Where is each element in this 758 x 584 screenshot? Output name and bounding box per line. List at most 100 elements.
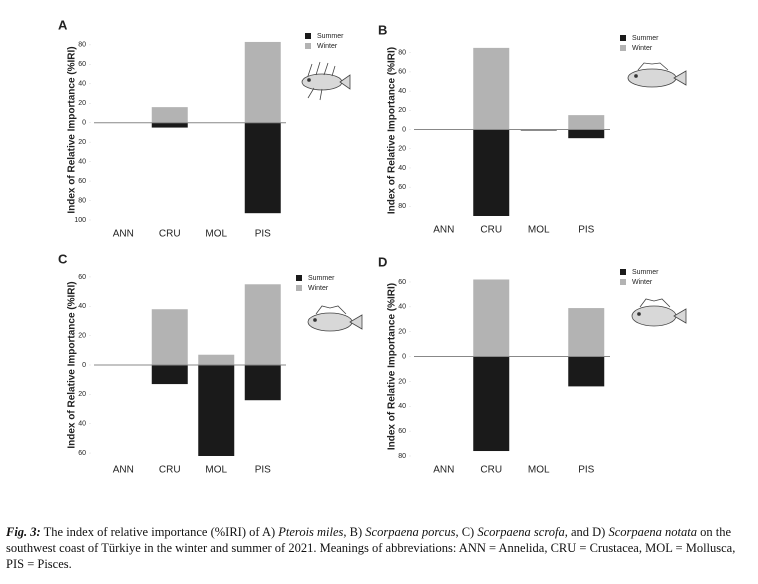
- y-tick-label: 60: [78, 61, 86, 68]
- bar: [473, 47, 510, 130]
- x-tick-label: MOL: [205, 229, 227, 240]
- y-tick-label: 80: [398, 453, 406, 460]
- panel-label: A: [58, 17, 68, 32]
- caption-text: , B): [343, 525, 366, 539]
- x-tick-label: MOL: [205, 465, 227, 476]
- y-tick-label: 60: [398, 428, 406, 435]
- y-axis-label: Index of Relative Importance (%IRI): [387, 283, 398, 450]
- y-tick-label: 40: [78, 158, 86, 165]
- caption-text: Scorpaena porcus: [365, 525, 456, 539]
- y-tick-label: 100: [74, 217, 86, 224]
- x-tick-label: ANN: [433, 225, 454, 236]
- caption-text: Pterois miles: [278, 525, 344, 539]
- legend-swatch: [620, 45, 626, 51]
- bar: [198, 365, 235, 456]
- y-tick-label: 60: [78, 274, 86, 281]
- y-tick-label: 40: [398, 304, 406, 311]
- bar: [473, 129, 510, 216]
- legend-swatch: [620, 269, 626, 275]
- caption-text: The index of relative importance (%IRI) …: [40, 525, 279, 539]
- y-tick-label: 40: [78, 81, 86, 88]
- bar: [568, 356, 605, 387]
- x-tick-label: CRU: [159, 229, 181, 240]
- legend-label: Summer: [632, 35, 659, 42]
- y-tick-label: 20: [398, 329, 406, 336]
- legend-swatch: [296, 275, 302, 281]
- bar: [151, 309, 188, 365]
- bar: [244, 365, 281, 401]
- legend-label: Summer: [317, 33, 344, 40]
- legend-label: Winter: [308, 285, 329, 292]
- legend-label: Winter: [632, 279, 653, 286]
- bar: [244, 41, 281, 123]
- caption-text: , and D): [564, 525, 609, 539]
- caption-text: Scorpaena scrofa: [477, 525, 565, 539]
- fish-a: [301, 61, 351, 101]
- panel-label: B: [378, 22, 387, 37]
- bar: [151, 365, 188, 385]
- x-tick-label: PIS: [578, 225, 594, 236]
- y-tick-label: 80: [78, 42, 86, 49]
- y-tick-label: 0: [82, 120, 86, 127]
- legend-label: Summer: [308, 275, 335, 282]
- fish-b: [627, 62, 687, 88]
- fish-illustrations: [301, 61, 687, 332]
- y-tick-label: 40: [398, 403, 406, 410]
- figure-caption: Fig. 3: The index of relative importance…: [6, 524, 752, 572]
- y-tick-label: 40: [398, 88, 406, 95]
- y-tick-label: 0: [82, 362, 86, 369]
- y-tick-label: 20: [78, 100, 86, 107]
- y-tick-label: 20: [78, 332, 86, 339]
- x-tick-label: PIS: [578, 465, 594, 476]
- y-tick-label: 20: [78, 391, 86, 398]
- y-tick-label: 60: [398, 69, 406, 76]
- y-tick-label: 60: [78, 450, 86, 457]
- legend-swatch: [296, 285, 302, 291]
- y-tick-label: 0: [402, 353, 406, 360]
- x-tick-label: ANN: [113, 229, 134, 240]
- legend-label: Winter: [632, 45, 653, 52]
- bar: [568, 129, 605, 139]
- y-tick-label: 40: [78, 421, 86, 428]
- x-tick-label: PIS: [255, 229, 271, 240]
- fish-c: [307, 305, 363, 332]
- legend-label: Summer: [632, 269, 659, 276]
- y-tick-label: 80: [78, 197, 86, 204]
- y-tick-label: 60: [398, 184, 406, 191]
- bar: [151, 122, 188, 128]
- legend-label: Winter: [317, 43, 338, 50]
- x-tick-label: CRU: [480, 465, 502, 476]
- caption-text: on the southwest coast of Türkiye in the…: [6, 525, 739, 571]
- y-tick-label: 80: [398, 203, 406, 210]
- bar: [198, 354, 235, 365]
- y-axis-label: Index of Relative Importance (%IRI): [67, 281, 78, 448]
- caption-text: , C): [455, 525, 478, 539]
- y-tick-label: 20: [398, 107, 406, 114]
- y-tick-label: 0: [402, 126, 406, 133]
- legend-swatch: [620, 35, 626, 41]
- x-tick-label: CRU: [480, 225, 502, 236]
- x-tick-label: CRU: [159, 465, 181, 476]
- bar: [151, 107, 188, 123]
- y-tick-label: 20: [398, 378, 406, 385]
- y-tick-label: 20: [398, 146, 406, 153]
- bar: [244, 284, 281, 365]
- bar: [568, 308, 605, 357]
- panel-label: D: [378, 254, 387, 269]
- y-axis-label: Index of Relative Importance (%IRI): [67, 46, 78, 213]
- y-tick-label: 60: [398, 279, 406, 286]
- bar: [473, 356, 510, 452]
- y-tick-label: 40: [78, 303, 86, 310]
- x-tick-label: ANN: [113, 465, 134, 476]
- y-axis-label: Index of Relative Importance (%IRI): [387, 47, 398, 214]
- fish-d: [631, 298, 687, 327]
- legend-swatch: [305, 33, 311, 39]
- legend-swatch: [620, 279, 626, 285]
- caption-text: Fig. 3:: [6, 525, 41, 539]
- bar: [244, 122, 281, 214]
- panel-label: C: [58, 251, 68, 266]
- y-tick-label: 80: [398, 50, 406, 57]
- y-tick-label: 20: [78, 139, 86, 146]
